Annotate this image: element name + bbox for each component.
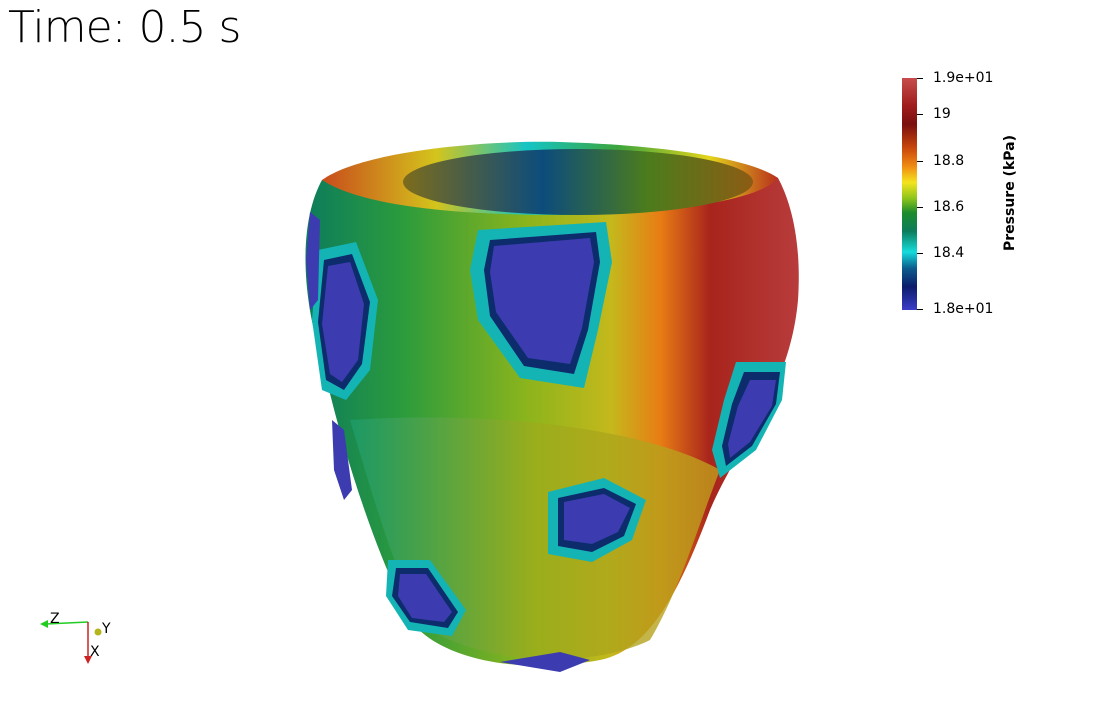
axis-label-x: X <box>90 644 100 660</box>
colorbar-label-max: 1.9e+01 <box>933 70 994 86</box>
tick-mark <box>917 207 923 208</box>
color-legend: 1.9e+01 19 18.8 18.6 18.4 1.8e+01 <box>902 71 1022 317</box>
axes-triad-icon <box>40 620 102 664</box>
axis-label-y: Y <box>102 621 111 637</box>
axis-label-z: Z <box>50 611 60 627</box>
orientation-axes: Z Y X <box>30 600 120 670</box>
time-label: Time: 0.5 s <box>8 2 241 53</box>
tick-mark <box>917 161 923 162</box>
colorbar-label-min: 1.8e+01 <box>933 301 994 317</box>
model-cavity <box>403 149 753 215</box>
colorbar-label: 18.4 <box>933 245 965 261</box>
tick-mark <box>917 114 923 115</box>
low-pressure-patches <box>306 212 786 672</box>
colorbar-label: 19 <box>933 106 951 122</box>
colorbar-title: Pressure (kPa) <box>1002 134 1018 252</box>
colorbar-label: 18.6 <box>933 199 965 215</box>
tick-mark <box>917 253 923 254</box>
tick-mark <box>917 78 923 79</box>
color-scale-bar <box>902 78 917 310</box>
heart-model <box>305 141 799 672</box>
tick-mark <box>917 309 923 310</box>
colorbar-label: 18.8 <box>933 153 965 169</box>
